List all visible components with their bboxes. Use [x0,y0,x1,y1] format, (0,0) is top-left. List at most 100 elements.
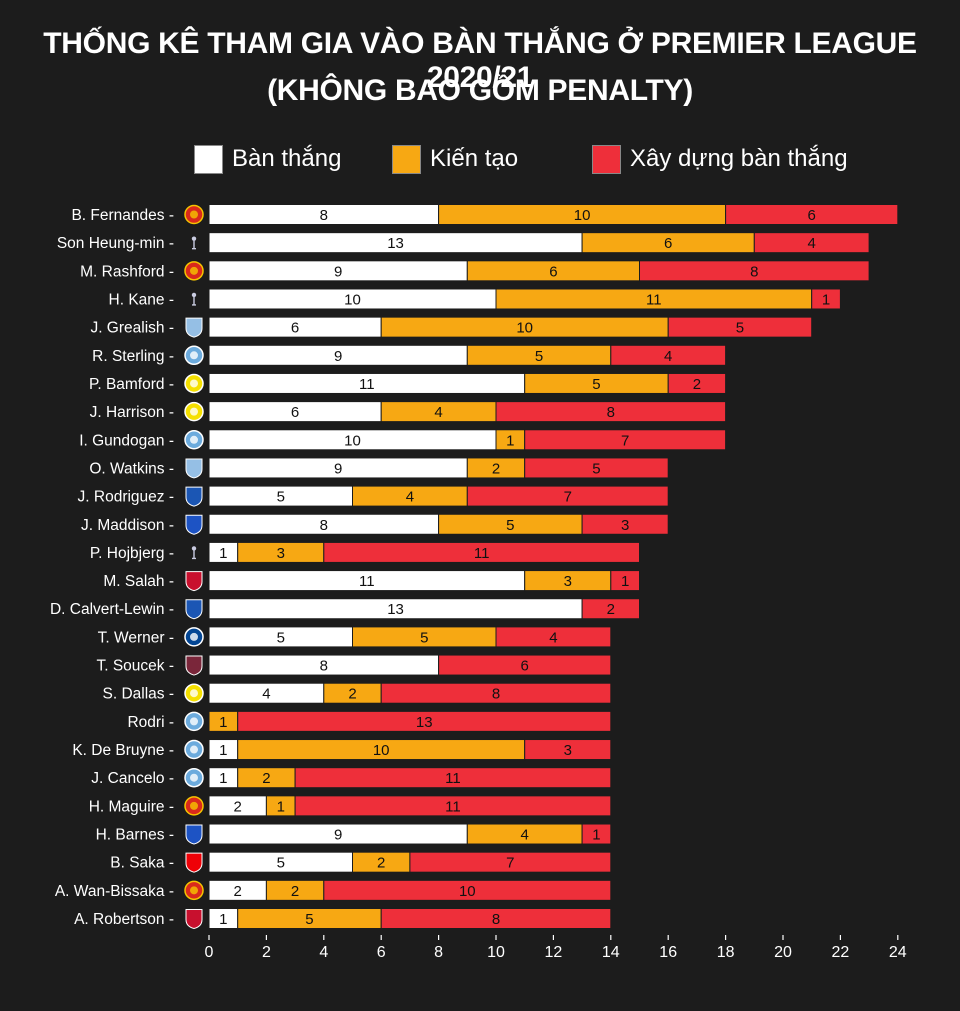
everton-badge-icon [185,486,203,507]
data-label: 8 [607,404,615,421]
x-tick-label: 16 [659,944,677,961]
data-label: 5 [506,517,514,534]
legend-item-goals: Bàn thắng [194,142,341,176]
data-label: 8 [320,658,328,675]
category-label: M. Rashford - [80,263,174,280]
data-label: 9 [334,263,342,280]
legend-item-buildup: Xây dựng bàn thắng [592,142,848,176]
tottenham-badge-icon [191,236,197,250]
data-label: 5 [277,855,285,872]
data-label: 9 [334,827,342,844]
bar-segment [524,739,612,761]
data-label: 4 [434,404,442,421]
bar-segment [581,513,669,535]
category-label: I. Gundogan - [79,432,174,449]
category-label: R. Sterling - [92,348,174,365]
category-label: J. Maddison - [81,517,174,534]
data-label: 1 [219,714,227,731]
data-label: 4 [664,348,672,365]
category-label: J. Rodriguez - [78,489,174,506]
x-tick-label: 12 [545,944,563,961]
category-label: O. Watkins - [89,460,174,477]
data-label: 10 [459,883,476,900]
data-label: 8 [320,207,328,224]
data-label: 4 [521,827,529,844]
data-label: 4 [549,629,557,646]
leeds-badge-icon [184,373,204,394]
data-label: 6 [808,207,816,224]
bar-segment [438,654,612,676]
category-label: A. Robertson - [74,911,174,928]
data-label: 9 [334,348,342,365]
data-label: 2 [234,883,242,900]
data-label: 6 [291,404,299,421]
data-label: 11 [359,376,375,393]
bar-segment [495,626,612,648]
category-label: H. Maguire - [89,798,174,815]
bar-segment [610,570,640,592]
x-tick-label: 8 [434,944,443,961]
bar-segment [725,204,899,225]
data-label: 11 [474,545,490,562]
data-label: 5 [592,376,600,393]
data-label: 7 [506,855,514,872]
data-label: 1 [592,827,600,844]
data-label: 1 [506,432,514,449]
data-label: 5 [420,629,428,646]
data-label: 11 [359,573,375,590]
data-label: 5 [535,348,543,365]
man-utd-badge-icon [184,796,204,816]
man-city-badge-icon [184,430,204,450]
category-label: S. Dallas - [103,686,175,703]
bar-segment [581,823,612,845]
data-label: 8 [492,686,500,703]
category-label: P. Hojbjerg - [90,545,174,562]
data-label: 1 [219,911,227,928]
legend-label-assists: Kiến tạo [430,145,519,172]
chelsea-badge-icon [184,627,204,647]
man-city-badge-icon [184,711,204,732]
leicester-badge-icon [185,824,203,845]
data-label: 3 [277,545,285,562]
data-label: 3 [564,573,572,590]
bar-segment [237,710,612,732]
aston-villa-badge-icon [185,458,203,479]
x-tick-label: 14 [602,944,620,961]
bar-segment [380,908,612,929]
data-label: 8 [750,263,758,280]
data-label: 6 [549,263,557,280]
category-label: A. Wan-Bissaka - [55,883,174,900]
bar-segment [753,232,870,254]
man-city-badge-icon [184,345,204,366]
x-tick-label: 20 [774,944,792,961]
x-tick-label: 10 [487,944,505,961]
legend-item-assists: Kiến tạo [392,142,518,176]
data-label: 1 [621,573,629,590]
data-label: 4 [808,235,816,252]
man-utd-badge-icon [184,880,204,901]
category-label: J. Grealish - [90,320,174,337]
data-label: 3 [564,742,572,759]
bar-segment [811,288,841,310]
data-label: 2 [262,770,270,787]
bar-segment [409,851,612,873]
bar-segment [524,429,727,451]
leicester-badge-icon [185,514,203,535]
category-label: B. Saka - [110,855,174,872]
data-label: 2 [693,376,701,393]
tottenham-badge-icon [191,546,197,560]
category-label: J. Cancelo - [91,770,174,787]
west-ham-badge-icon [185,655,203,676]
data-label: 7 [621,432,629,449]
liverpool-badge-icon [185,909,203,930]
data-label: 4 [406,489,414,506]
x-tick-label: 22 [832,944,850,961]
leeds-badge-icon [184,401,204,422]
chart-title-line2: (KHÔNG BAO GỒM PENALTY) [267,74,693,107]
x-tick-label: 6 [377,944,386,961]
category-label: T. Werner - [98,629,174,646]
data-label: 2 [291,883,299,900]
arsenal-badge-icon [185,852,203,873]
data-label: 13 [416,714,433,731]
